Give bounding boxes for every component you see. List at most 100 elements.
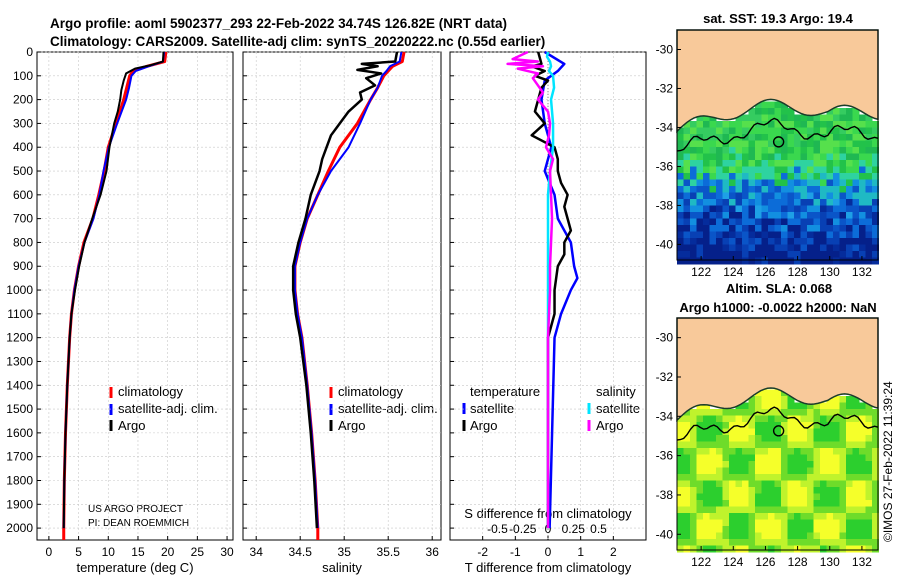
map-cell	[742, 114, 749, 122]
map-cell	[794, 513, 801, 520]
map-cell	[709, 506, 717, 514]
map-cell	[735, 454, 743, 462]
map-cell	[859, 454, 866, 462]
map-y-tick-label: -30	[656, 42, 674, 56]
map-cell	[716, 199, 723, 206]
map-cell	[839, 199, 847, 206]
map-cell	[826, 192, 834, 200]
map-cell	[872, 212, 879, 219]
map-cell	[800, 238, 808, 245]
map-cell	[729, 127, 736, 135]
map-cell	[722, 493, 730, 501]
depth-tick-label: 1700	[6, 450, 33, 464]
map-cell	[852, 448, 860, 455]
map-cell	[683, 218, 691, 226]
map-cell	[794, 218, 801, 226]
map-cell	[839, 186, 847, 193]
map-cell	[735, 205, 743, 213]
map-cell	[846, 428, 853, 436]
map-cell	[794, 428, 801, 436]
map-cell	[826, 526, 834, 533]
map-cell	[716, 218, 723, 226]
map-cell	[709, 448, 717, 455]
map-cell	[794, 238, 801, 245]
map-cell	[807, 435, 814, 442]
map-cell	[742, 147, 749, 154]
map-cell	[696, 435, 704, 442]
map-cell	[800, 153, 808, 161]
map-cell	[852, 173, 860, 180]
map-cell	[722, 409, 730, 416]
map-cell	[813, 231, 821, 239]
map-cell	[690, 179, 697, 187]
map-cell	[787, 545, 795, 553]
map-cell	[768, 218, 775, 226]
map-cell	[735, 409, 743, 416]
depth-tick-label: 700	[13, 212, 33, 226]
map-cell	[781, 506, 788, 514]
map-cell	[781, 539, 788, 546]
map-cell	[846, 147, 853, 154]
map-cell	[839, 134, 847, 141]
map-cell	[833, 147, 840, 154]
map-cell	[787, 480, 795, 488]
map-cell	[800, 539, 808, 546]
map-cell	[677, 231, 684, 239]
map-cell	[865, 179, 873, 187]
map-cell	[761, 192, 769, 200]
map-cell	[781, 532, 788, 540]
map-cell	[872, 179, 879, 187]
legend-label-t-argo: Argo	[470, 418, 497, 433]
map-cell	[865, 506, 873, 514]
map-cell	[813, 186, 821, 193]
map-cell	[677, 415, 684, 423]
map-cell	[742, 238, 749, 245]
map-cell	[683, 251, 691, 258]
map-cell	[709, 409, 717, 416]
map-cell	[755, 225, 762, 232]
map-cell	[722, 199, 730, 206]
map-cell	[833, 409, 840, 416]
map-cell	[755, 257, 762, 265]
map-cell	[859, 402, 866, 410]
map-cell	[813, 147, 821, 154]
map-cell	[696, 212, 704, 219]
map-cell	[872, 251, 879, 258]
map-cell	[709, 153, 717, 161]
map-cell	[683, 500, 691, 507]
map-cell	[761, 147, 769, 154]
map-cell	[761, 480, 769, 488]
map-cell	[683, 186, 691, 193]
map-cell	[690, 186, 697, 193]
map-cell	[716, 121, 723, 128]
map-cell	[833, 461, 840, 468]
legend-label-argo: Argo	[118, 418, 145, 433]
map-cell	[813, 251, 821, 258]
map-cell	[787, 212, 795, 219]
map-cell	[696, 166, 704, 174]
map-cell	[833, 448, 840, 455]
map-cell	[813, 402, 821, 410]
map-cell	[839, 396, 847, 403]
map-cell	[800, 251, 808, 258]
map-cell	[839, 519, 847, 527]
map-cell	[781, 231, 788, 239]
map-cell	[735, 114, 743, 122]
map-cell	[703, 147, 710, 154]
map-y-tick-label: -36	[656, 159, 674, 173]
map-cell	[826, 108, 834, 115]
map-cell	[859, 166, 866, 174]
map-cell	[826, 428, 834, 436]
map-cell	[755, 415, 762, 423]
map-cell	[852, 487, 860, 494]
map-cell	[800, 474, 808, 481]
map-cell	[709, 474, 717, 481]
map-cell	[683, 192, 691, 200]
map-cell	[742, 179, 749, 187]
map-cell	[709, 435, 717, 442]
map-cell	[820, 415, 827, 423]
map-cell	[742, 539, 749, 546]
map-cell	[690, 205, 697, 213]
map-cell	[859, 186, 866, 193]
map-cell	[716, 539, 723, 546]
